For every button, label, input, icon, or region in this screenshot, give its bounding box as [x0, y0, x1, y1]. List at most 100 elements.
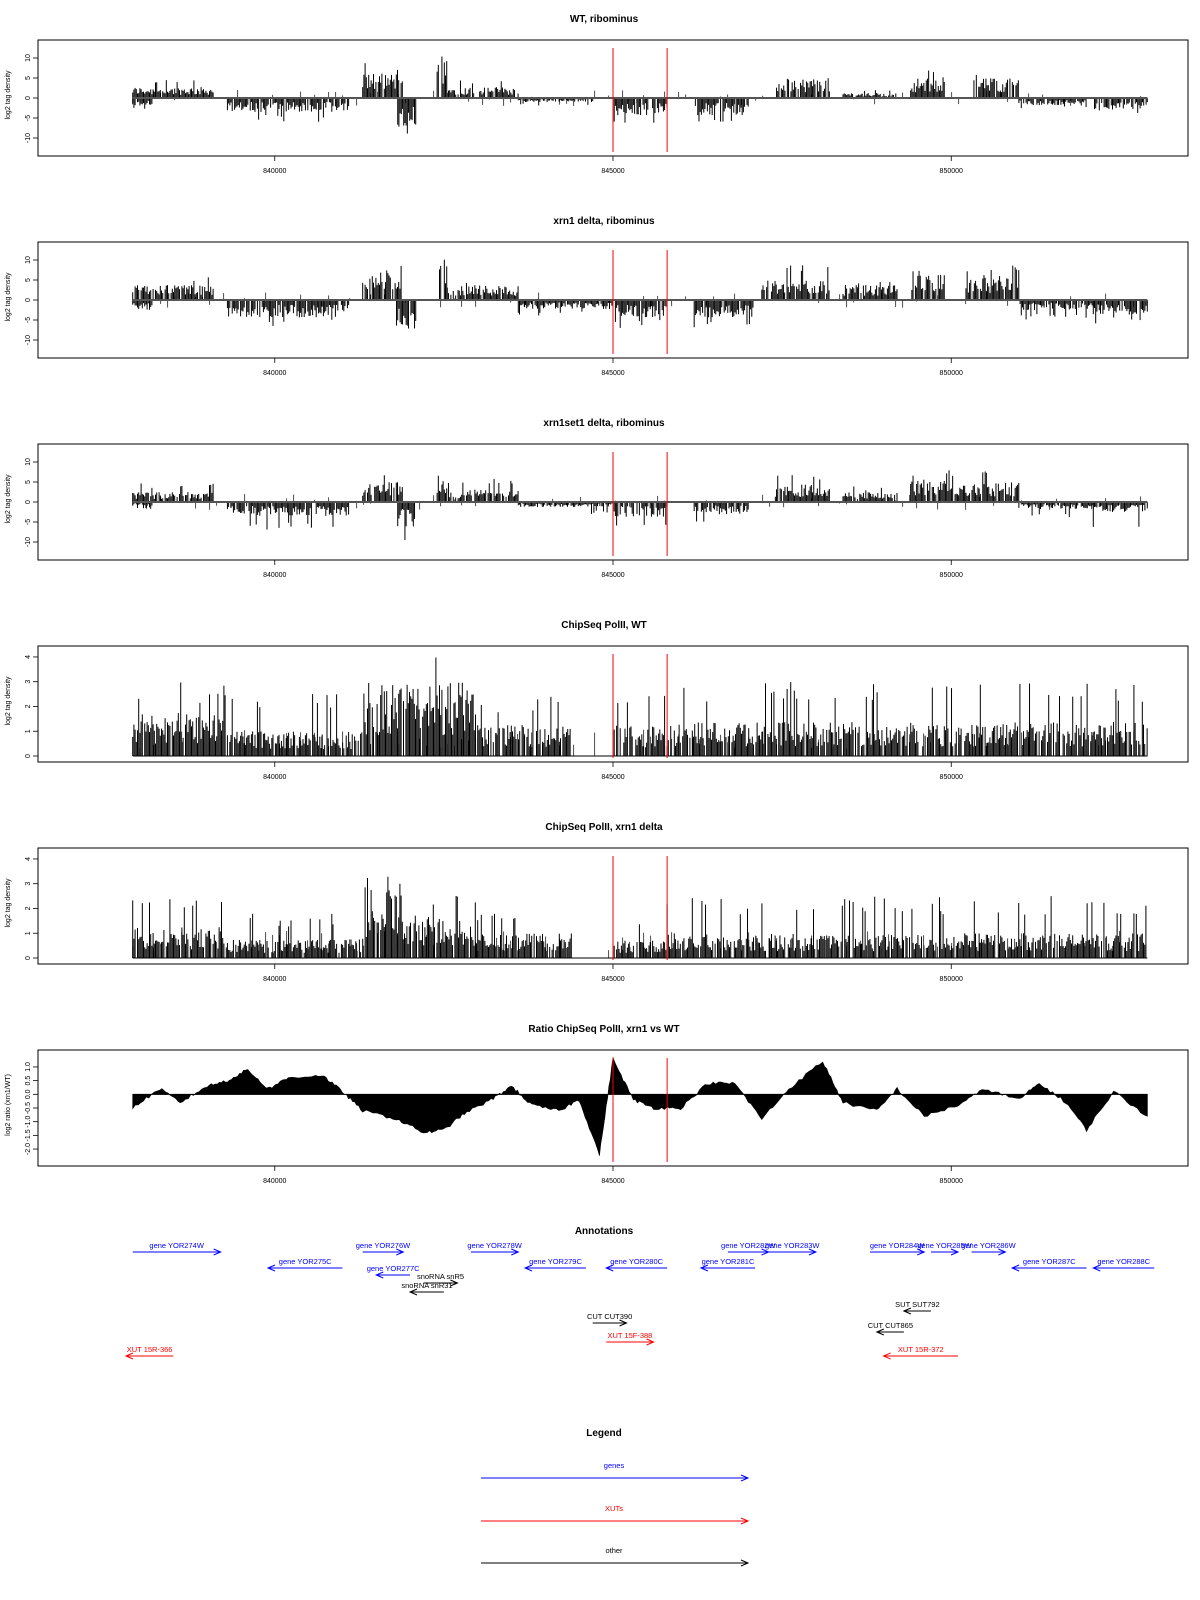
feature-label: gene YOR282W	[721, 1241, 776, 1250]
y-tick-label: 0	[25, 298, 32, 302]
ratio-area	[132, 1057, 1148, 1156]
y-tick-label: 2	[25, 704, 32, 708]
feature-arrow-head	[511, 1248, 520, 1256]
feature-gene: gene YOR285W	[917, 1241, 973, 1256]
feature-gene: gene YOR274W	[132, 1241, 222, 1256]
legend-title: Legend	[586, 1428, 622, 1439]
y-tick-label: 10	[25, 54, 32, 62]
x-tick-label: 845000	[601, 774, 624, 781]
y-axis-label: log2 tag density	[5, 272, 12, 322]
y-tick-label: 5	[25, 480, 32, 484]
feature-arrow-head	[450, 1279, 459, 1287]
panel-title: WT, ribominus	[570, 14, 639, 25]
feature-arrow-head	[699, 1264, 709, 1272]
x-tick-label: 845000	[601, 1178, 624, 1185]
y-tick-label: -5	[25, 317, 32, 323]
annotations-track: Annotations gene YOR274W gene YOR275C gene…	[124, 1226, 1155, 1360]
x-tick-label: 845000	[601, 976, 624, 983]
feature-label: SUT SUT792	[895, 1300, 939, 1309]
panel-xrn1set1-ribominus: xrn1set1 delta, ribominus log2 tag densi…	[5, 418, 1189, 579]
x-tick-label: 850000	[940, 572, 963, 579]
legend-label: XUTs	[605, 1504, 623, 1513]
y-axis-label: log2 tag density	[5, 676, 12, 726]
feature-arrow-head	[1010, 1264, 1020, 1272]
x-tick-label: 840000	[263, 572, 286, 579]
y-tick-label: 1	[25, 931, 32, 935]
y-tick-label: 10	[25, 256, 32, 264]
y-tick-label: 0	[25, 956, 32, 960]
feature-label: gene YOR285W	[917, 1241, 972, 1250]
y-tick-label: -1.0	[25, 1116, 32, 1128]
bar-series	[132, 259, 1148, 329]
y-tick-label: 5	[25, 278, 32, 282]
y-tick-label: 1	[25, 729, 32, 733]
feature-other: CUT CUT865	[868, 1321, 913, 1336]
y-tick-label: -10	[25, 537, 32, 547]
feature-other: snoRNA snR5	[417, 1272, 464, 1287]
feature-arrow-head	[646, 1338, 655, 1346]
feature-arrow-head	[124, 1352, 134, 1360]
y-tick-label: 3	[25, 882, 32, 886]
feature-arrow-head	[266, 1264, 276, 1272]
y-tick-label: -2.0	[25, 1143, 32, 1155]
feature-other: SUT SUT792	[895, 1300, 940, 1315]
feature-label: gene YOR276W	[356, 1241, 411, 1250]
feature-label: gene YOR277C	[367, 1264, 420, 1273]
y-tick-label: 0	[25, 96, 32, 100]
feature-label: CUT CUT865	[868, 1321, 913, 1330]
legend-arrow-head	[740, 1559, 750, 1567]
feature-arrow-head	[882, 1352, 891, 1360]
feature-arrow-head	[619, 1319, 628, 1327]
x-tick-label: 840000	[263, 1178, 286, 1185]
panel-title: xrn1 delta, ribominus	[553, 216, 655, 227]
x-tick-label: 845000	[601, 370, 624, 377]
y-tick-label: -1.5	[25, 1129, 32, 1141]
panel-chipseq-wt: ChipSeq PolII, WT log2 tag density 0 1 2 3 4…	[5, 620, 1189, 781]
feature-label: gene YOR275C	[279, 1257, 332, 1266]
y-tick-label: 0	[25, 754, 32, 758]
feature-arrow-head	[950, 1248, 960, 1256]
feature-gene: gene YOR276W	[356, 1241, 411, 1256]
annotations-title: Annotations	[575, 1226, 634, 1237]
x-tick-label: 850000	[940, 976, 963, 983]
x-tick-label: 850000	[940, 774, 963, 781]
y-tick-label: -0.5	[25, 1102, 32, 1114]
bar-series	[132, 56, 1148, 134]
y-tick-label: -5	[25, 519, 32, 525]
y-tick-label: 5	[25, 76, 32, 80]
y-tick-label: -10	[25, 133, 32, 143]
panel-title: ChipSeq PolII, WT	[561, 620, 647, 631]
y-tick-label: 2	[25, 906, 32, 910]
feature-gene: gene YOR281C	[699, 1257, 756, 1272]
feature-arrow-head	[1092, 1264, 1101, 1272]
panel-title: ChipSeq PolII, xrn1 delta	[545, 822, 663, 833]
x-tick-label: 850000	[940, 168, 963, 175]
y-axis-label: log2 ratio (xrn1/WT)	[5, 1074, 12, 1136]
feature-other: snoRNA snR31	[401, 1281, 453, 1296]
feature-gene: gene YOR286W	[961, 1241, 1017, 1256]
panel-title: xrn1set1 delta, ribominus	[543, 418, 665, 429]
y-tick-label: 4	[25, 655, 32, 659]
feature-arrow-head	[916, 1248, 926, 1256]
x-tick-label: 845000	[601, 168, 624, 175]
feature-arrow-head	[213, 1248, 222, 1256]
x-tick-label: 845000	[601, 572, 624, 579]
feature-gene: gene YOR275C	[266, 1257, 343, 1272]
legend: Legend genes XUTs other	[481, 1428, 750, 1567]
feature-label: XUT 15F-388	[607, 1331, 652, 1340]
feature-gene: gene YOR288C	[1092, 1257, 1155, 1272]
feature-label: CUT CUT390	[587, 1312, 632, 1321]
feature-label: gene YOR287C	[1023, 1257, 1076, 1266]
feature-label: gene YOR279C	[529, 1257, 582, 1266]
legend-arrow-head	[740, 1474, 750, 1482]
feature-arrow-head	[808, 1248, 818, 1256]
x-tick-label: 850000	[940, 1178, 963, 1185]
feature-label: gene YOR278W	[467, 1241, 522, 1250]
feature-xut: XUT 15F-388	[606, 1331, 655, 1346]
feature-label: XUT 15R-366	[127, 1345, 173, 1354]
feature-gene: gene YOR278W	[467, 1241, 523, 1256]
feature-label: gene YOR284W	[870, 1241, 925, 1250]
feature-label: gene YOR280C	[610, 1257, 663, 1266]
y-axis-label: log2 tag density	[5, 474, 12, 524]
